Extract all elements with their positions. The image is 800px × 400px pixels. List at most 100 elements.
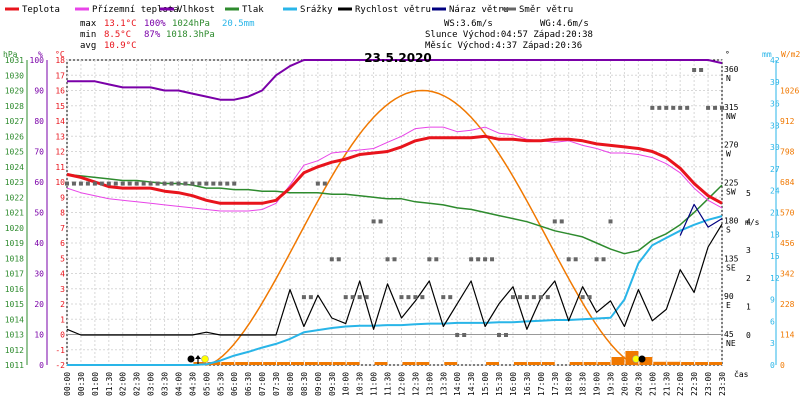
legend-label: Přízemní teplota bbox=[92, 5, 179, 15]
x-tick-label: 22:30 bbox=[690, 372, 699, 396]
x-tick-label: 17:00 bbox=[537, 372, 546, 396]
wind-direction-point bbox=[211, 181, 216, 186]
wind-direction-point bbox=[343, 295, 348, 300]
y-tick-ms: 1 bbox=[746, 303, 751, 312]
wind-direction-point bbox=[350, 295, 355, 300]
x-tick-label: 00:00 bbox=[63, 372, 72, 396]
wind-direction-point bbox=[685, 105, 690, 110]
wind-direction-point bbox=[197, 181, 202, 186]
y-tick-celsius: -2 bbox=[55, 361, 65, 370]
x-tick-label: 16:00 bbox=[509, 372, 518, 396]
sunrise-arrow-icon bbox=[195, 355, 201, 359]
y-tick-celsius: 14 bbox=[55, 117, 65, 126]
y-tick-degrees: 360 bbox=[724, 65, 739, 74]
stat-sun: Slunce Východ:04:57 Západ:20:38 bbox=[425, 30, 593, 40]
wind-direction-point bbox=[462, 333, 467, 337]
wind-direction-point bbox=[692, 68, 697, 72]
x-tick-label: 20:00 bbox=[620, 372, 629, 396]
wind-direction-point bbox=[134, 181, 139, 186]
x-axis-label: čas bbox=[734, 369, 749, 379]
wind-direction-point bbox=[336, 257, 341, 262]
wind-direction-point bbox=[650, 105, 655, 110]
y-tick-hpa: 1017 bbox=[5, 270, 24, 279]
wind-direction-point bbox=[483, 257, 488, 262]
series-line-teplota bbox=[66, 134, 723, 205]
precip-bar bbox=[193, 362, 207, 365]
wind-direction-point bbox=[671, 105, 676, 110]
y-tick-hpa: 1027 bbox=[5, 117, 24, 126]
y-tick-percent: 60 bbox=[34, 178, 44, 187]
stat-min-press: 1018.3hPa bbox=[166, 30, 215, 40]
y-axis-label-percent: % bbox=[38, 50, 43, 59]
x-tick-label: 19:30 bbox=[607, 372, 616, 396]
wind-direction-point bbox=[218, 181, 223, 186]
precip-bar bbox=[277, 362, 290, 365]
wind-direction-point bbox=[594, 257, 599, 262]
wind-direction-point bbox=[448, 295, 453, 300]
wind-direction-point bbox=[127, 181, 132, 186]
wind-direction-point bbox=[176, 181, 181, 186]
wind-direction-point bbox=[587, 295, 592, 300]
precip-bar bbox=[374, 362, 388, 365]
x-tick-label: 00:30 bbox=[77, 372, 86, 396]
wind-direction-point bbox=[531, 295, 536, 300]
y-tick-compass: NE bbox=[726, 339, 736, 348]
wind-direction-point bbox=[657, 105, 662, 110]
stat-min-temp: 8.5°C bbox=[104, 30, 131, 40]
y-tick-celsius: 11 bbox=[55, 163, 65, 172]
wind-direction-point bbox=[497, 333, 502, 337]
wind-direction-point bbox=[225, 181, 230, 186]
precip-bar bbox=[402, 362, 416, 365]
y-tick-celsius: 3 bbox=[60, 285, 65, 294]
y-tick-hpa: 1013 bbox=[5, 331, 24, 340]
wind-direction-point bbox=[71, 181, 76, 186]
y-tick-mm: 12 bbox=[770, 274, 780, 283]
precip-bar bbox=[653, 361, 667, 365]
wind-direction-point bbox=[78, 181, 83, 186]
precip-bar bbox=[304, 362, 318, 365]
x-tick-label: 10:00 bbox=[342, 372, 351, 396]
y-tick-mm: 0 bbox=[770, 361, 775, 370]
x-tick-label: 03:00 bbox=[147, 372, 156, 396]
wind-direction-point bbox=[378, 219, 383, 224]
wind-direction-point bbox=[106, 181, 111, 186]
y-tick-percent: 30 bbox=[34, 270, 44, 279]
wind-direction-point bbox=[357, 295, 362, 300]
wind-direction-point bbox=[65, 181, 69, 186]
chart-series bbox=[66, 59, 723, 366]
sun-icon bbox=[201, 355, 209, 363]
series-line-tlak bbox=[66, 173, 723, 255]
legend-label: Teplota bbox=[22, 5, 60, 15]
x-tick-label: 06:00 bbox=[230, 372, 239, 396]
x-tick-label: 16:30 bbox=[523, 372, 532, 396]
y-tick-mm: 3 bbox=[770, 339, 775, 348]
wind-direction-point bbox=[162, 181, 167, 186]
precip-bar bbox=[695, 362, 709, 365]
y-tick-degrees: 225 bbox=[724, 179, 739, 188]
moonset-marker bbox=[638, 355, 646, 363]
x-tick-label: 02:30 bbox=[133, 372, 142, 396]
stat-avg-label: avg bbox=[80, 41, 96, 51]
wind-direction-point bbox=[392, 257, 397, 262]
stat-ws: WS:3.6m/s bbox=[444, 19, 493, 29]
wind-direction-point bbox=[538, 295, 543, 300]
wind-direction-point bbox=[706, 105, 711, 110]
x-tick-label: 07:30 bbox=[272, 372, 281, 396]
wind-direction-point bbox=[420, 295, 425, 300]
y-tick-hpa: 1018 bbox=[5, 254, 24, 263]
y-tick-celsius: 12 bbox=[55, 148, 65, 157]
wind-direction-point bbox=[476, 257, 481, 262]
moonrise-marker bbox=[187, 355, 195, 363]
y-axis-label-mm: mm bbox=[762, 50, 772, 59]
y-axis-label-wm2: W/m2 bbox=[781, 50, 800, 59]
sunset-sun-icon bbox=[632, 355, 640, 363]
wind-direction-point bbox=[524, 295, 529, 300]
y-tick-wm2: 114 bbox=[780, 331, 795, 340]
solar-line bbox=[206, 89, 639, 366]
y-tick-hpa: 1029 bbox=[5, 87, 24, 96]
y-tick-hpa: 1024 bbox=[5, 163, 24, 172]
legend-label: Tlak bbox=[242, 5, 264, 15]
wind-direction-point bbox=[413, 295, 418, 300]
y-tick-degrees: 90 bbox=[724, 292, 734, 301]
y-tick-celsius: 4 bbox=[60, 270, 65, 279]
